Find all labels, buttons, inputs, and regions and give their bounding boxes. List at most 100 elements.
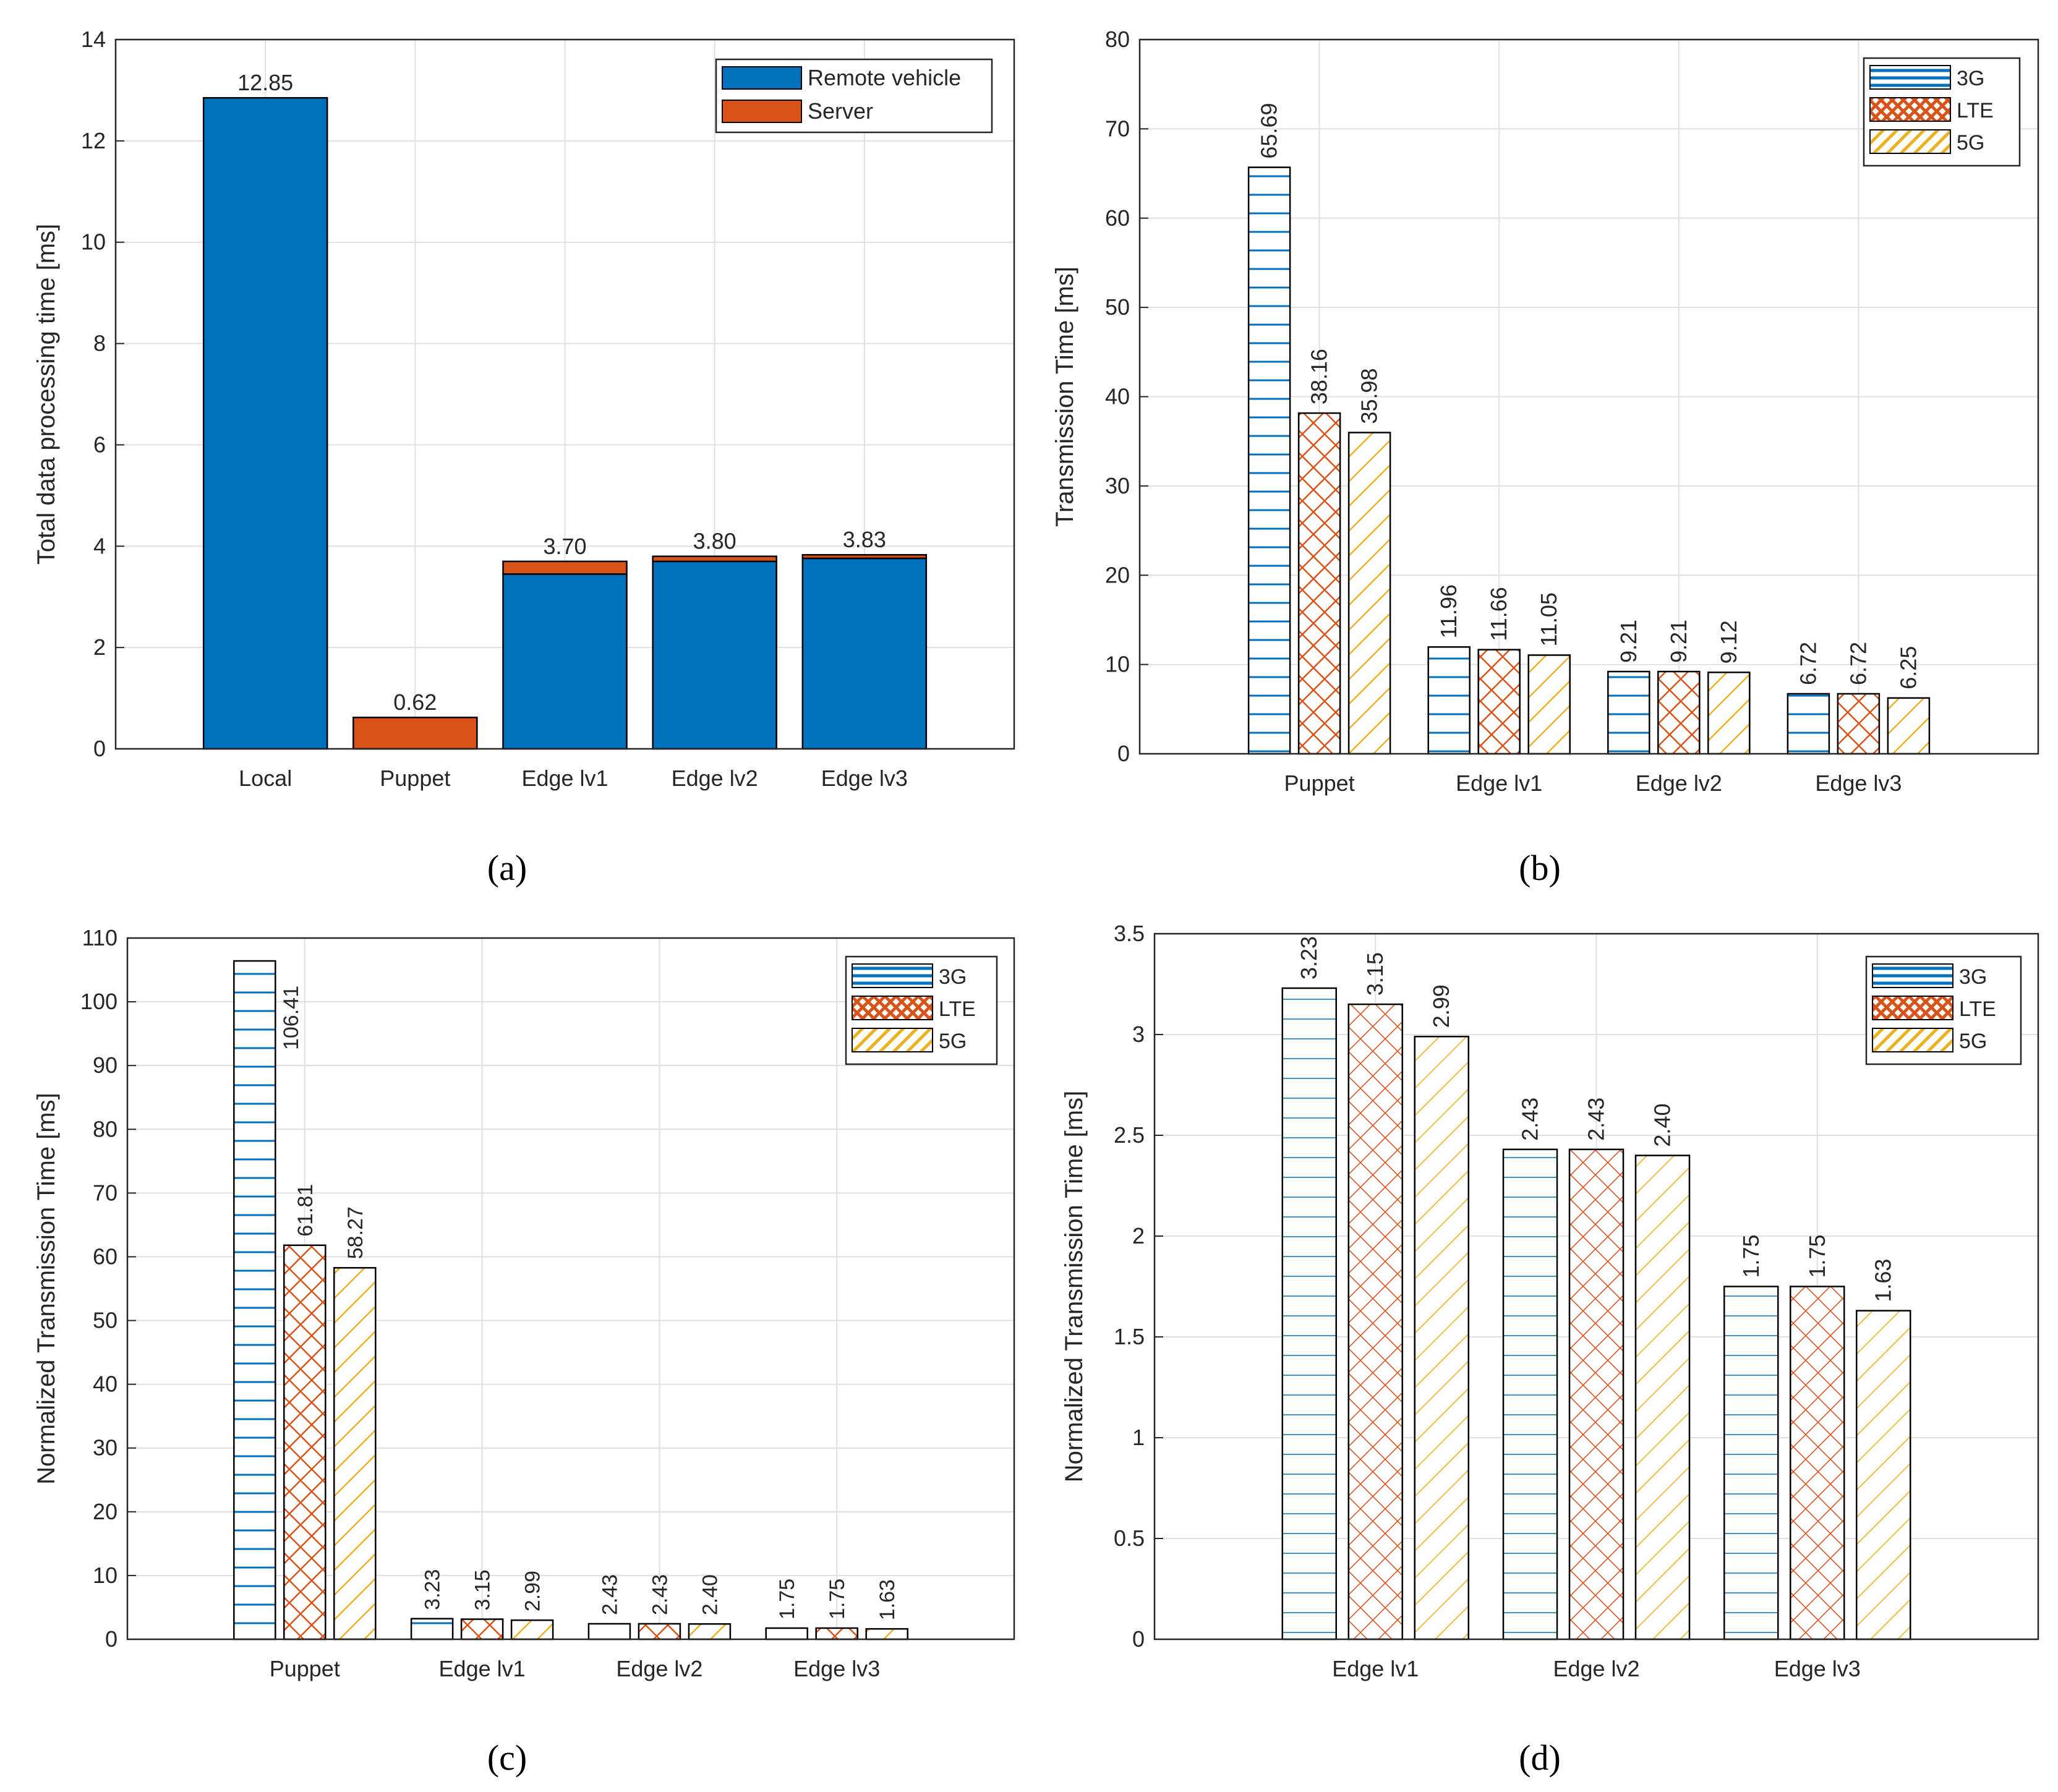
y-axis-label: Total data processing time [ms] — [33, 224, 60, 565]
x-tick-label: Edge lv1 — [521, 766, 608, 791]
y-tick-label: 20 — [1105, 562, 1130, 587]
y-tick-label: 10 — [93, 1563, 117, 1588]
y-tick-label: 30 — [1105, 473, 1130, 498]
y-tick-label: 40 — [1105, 384, 1130, 409]
data-label: 9.21 — [1666, 620, 1691, 663]
data-label: 12.85 — [237, 70, 293, 95]
x-tick-label: Edge lv3 — [1815, 770, 1902, 796]
bar-lte — [1347, 1003, 1403, 1641]
x-tick-label: Edge lv3 — [821, 766, 908, 791]
data-label: 106.41 — [280, 986, 303, 1050]
data-label: 2.99 — [1428, 984, 1454, 1028]
data-label: 3.23 — [1296, 936, 1321, 979]
bar-3g — [587, 1623, 631, 1641]
bar-server — [502, 560, 628, 575]
data-label: 1.75 — [826, 1579, 849, 1619]
bar-lte — [1837, 693, 1881, 755]
data-label: 2.40 — [698, 1574, 722, 1615]
y-tick-label: 2 — [1132, 1223, 1145, 1248]
data-label: 1.63 — [1871, 1259, 1896, 1302]
bar-3g — [1247, 166, 1291, 755]
data-label: 1.75 — [1738, 1234, 1764, 1278]
y-tick-label: 6 — [93, 432, 106, 457]
legend-entry: Remote vehicle — [808, 65, 961, 90]
y-tick-label: 60 — [93, 1244, 117, 1269]
bar-3g — [1281, 987, 1337, 1641]
bar-5g — [1887, 697, 1931, 755]
y-tick-label: 20 — [93, 1499, 117, 1524]
x-tick-label: Edge lv1 — [439, 1656, 526, 1681]
bar-lte — [1657, 670, 1701, 755]
x-tick-label: Local — [239, 766, 292, 791]
data-label: 3.15 — [1362, 952, 1388, 996]
y-tick-label: 12 — [81, 128, 106, 153]
data-label: 6.72 — [1795, 642, 1821, 685]
legend-swatch-3g — [852, 963, 933, 988]
bar-server — [352, 716, 478, 750]
axes-box — [126, 937, 1015, 1641]
y-tick-label: 0 — [105, 1626, 117, 1652]
y-axis-label: Transmission Time [ms] — [1051, 267, 1078, 527]
y-tick-label: 70 — [93, 1180, 117, 1205]
panel-label: (c) — [487, 1738, 527, 1778]
x-tick-label: Edge lv2 — [1553, 1656, 1639, 1681]
panel-a: 0 2 4 6 8 10 12 14 Local Puppet Edge lv1 Edge lv2 Ed… — [33, 27, 1015, 888]
bar-3g — [1787, 693, 1830, 755]
bar-3g — [1502, 1148, 1558, 1641]
data-label: 3.23 — [421, 1569, 445, 1610]
axes-box — [1138, 38, 2039, 755]
y-tick-label: 0 — [93, 736, 106, 761]
y-tick-label: 40 — [93, 1372, 117, 1397]
legend-swatch-3g — [1869, 65, 1951, 90]
data-label: 2.43 — [648, 1574, 672, 1615]
legend-entry: 3G — [1959, 965, 1987, 989]
bar-remote-vehicle — [202, 96, 328, 750]
y-tick-label: 80 — [1105, 27, 1130, 52]
y-tick-label: 110 — [82, 925, 117, 950]
data-label: 11.66 — [1486, 587, 1511, 641]
bar-5g — [1347, 432, 1391, 755]
y-tick-label: 2 — [93, 634, 106, 660]
legend-swatch-5g — [852, 1028, 933, 1052]
bar-server — [801, 553, 928, 560]
legend-swatch-lte — [852, 996, 933, 1020]
bar-3g — [765, 1627, 808, 1641]
legend-entry: 5G — [1957, 131, 1984, 155]
panel-d: 0 0.5 1 1.5 2 2.5 3 3.5 Edge lv1 Edge lv2 Edge lv3… — [1061, 921, 2039, 1778]
y-tick-label: 2.5 — [1114, 1122, 1145, 1148]
y-tick-label: 0 — [1117, 741, 1130, 766]
axes-box — [1153, 932, 2039, 1641]
y-tick-label: 60 — [1105, 205, 1130, 231]
data-label: 3.80 — [693, 529, 737, 554]
bar-lte — [1568, 1148, 1625, 1641]
panel-label: (d) — [1519, 1738, 1561, 1778]
bar-3g — [1427, 646, 1471, 755]
data-label: 9.21 — [1616, 620, 1641, 663]
bar-remote-vehicle — [652, 560, 777, 750]
x-tick-label: Edge lv2 — [1636, 770, 1722, 796]
bar-3g — [1723, 1286, 1779, 1641]
data-label: 1.75 — [775, 1579, 799, 1619]
bar-3g — [1607, 670, 1650, 755]
legend-entry: LTE — [1957, 99, 1994, 122]
x-tick-label: Edge lv1 — [1456, 770, 1542, 796]
data-label: 35.98 — [1357, 368, 1382, 424]
legend-entry: LTE — [1959, 997, 1996, 1021]
y-tick-label: 10 — [81, 229, 106, 255]
data-label: 2.40 — [1650, 1104, 1675, 1147]
y-tick-label: 4 — [93, 533, 106, 558]
axes-box — [114, 38, 1015, 750]
bar-remote-vehicle — [502, 573, 628, 750]
y-tick-label: 50 — [1105, 294, 1130, 320]
y-tick-label: 80 — [93, 1116, 117, 1141]
y-tick-label: 90 — [93, 1052, 117, 1078]
bar-server — [652, 555, 777, 563]
x-tick-label: Puppet — [1284, 770, 1355, 796]
bar-3g — [233, 960, 276, 1641]
y-tick-label: 0 — [1132, 1626, 1145, 1652]
panel-label: (b) — [1519, 848, 1561, 888]
legend-swatch-lte — [1869, 97, 1951, 122]
panel-label: (a) — [487, 848, 527, 888]
y-tick-label: 10 — [1105, 652, 1130, 677]
